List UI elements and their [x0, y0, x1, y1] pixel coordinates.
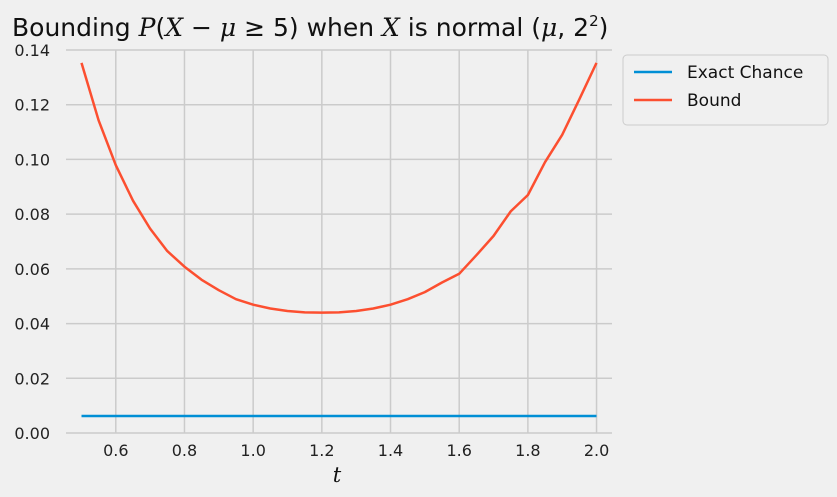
chart-title: Bounding P(X − μ ≥ 5) when X is normal (… — [12, 12, 608, 42]
x-axis-label: t — [333, 463, 342, 487]
y-tick-label: 0.06 — [14, 260, 50, 279]
y-tick-label: 0.12 — [14, 96, 50, 115]
y-tick-label: 0.04 — [14, 315, 50, 334]
legend-box — [622, 54, 829, 126]
legend-label: Exact Chance — [687, 63, 803, 83]
y-tick-label: 0.02 — [14, 369, 50, 388]
x-tick-label: 0.8 — [172, 441, 197, 460]
series-lines — [80, 62, 598, 418]
grid — [66, 49, 612, 434]
legend-label: Bound — [687, 91, 741, 111]
series-line-bound — [80, 62, 598, 314]
y-tick-label: 0.10 — [14, 150, 50, 169]
x-tick-label: 0.6 — [103, 441, 128, 460]
y-tick-label: 0.08 — [14, 205, 50, 224]
x-tick-label: 1.2 — [309, 441, 334, 460]
legend: Exact Chance Bound — [622, 54, 829, 126]
y-tick-label: 0.00 — [14, 424, 50, 443]
x-tick-label: 1.0 — [240, 441, 265, 460]
y-tick-label: 0.14 — [14, 41, 50, 60]
x-tick-label: 2.0 — [584, 441, 609, 460]
x-tick-label: 1.4 — [378, 441, 403, 460]
x-tick-labels: 0.6 0.8 1.0 1.2 1.4 1.6 1.8 2.0 — [103, 441, 609, 460]
x-tick-label: 1.6 — [446, 441, 471, 460]
x-tick-label: 1.8 — [515, 441, 540, 460]
y-tick-labels: 0.00 0.02 0.04 0.06 0.08 0.10 0.12 0.14 — [14, 41, 50, 443]
